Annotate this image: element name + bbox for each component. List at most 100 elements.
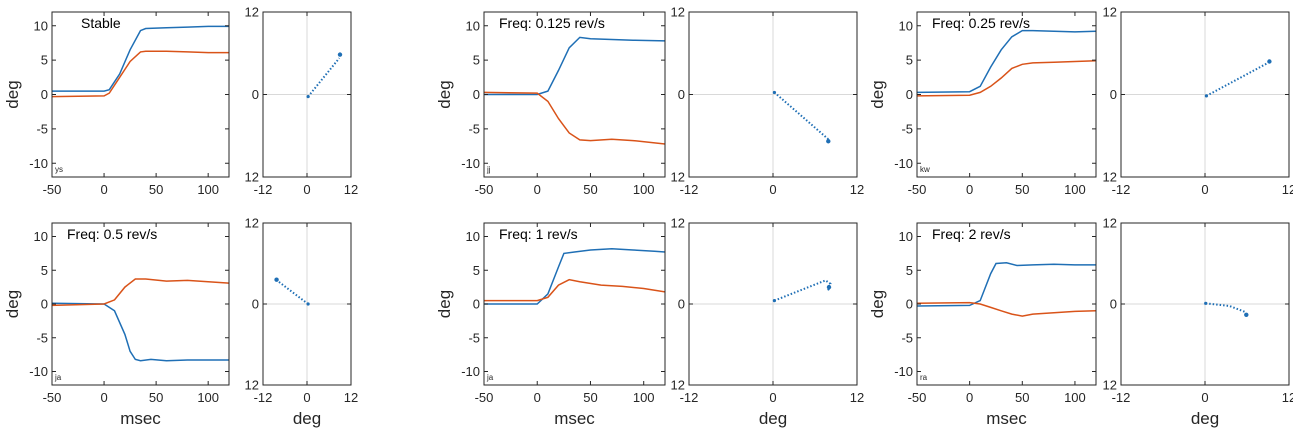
x-axis-label: msec [986, 409, 1027, 428]
trajectory-end-point [274, 277, 279, 282]
panel-title: Freq: 0.5 rev/s [67, 226, 157, 242]
y-tick-label: -5 [36, 121, 48, 136]
trajectory-end-point [1244, 312, 1249, 317]
y-tick-label: 0 [906, 297, 913, 312]
trajectory-start-point [1204, 301, 1208, 305]
y-tick-label: 0 [41, 297, 48, 312]
y-tick-label: -10 [894, 364, 913, 379]
y-tick-label: 5 [906, 263, 913, 278]
x-tick-label: 12 [1282, 182, 1293, 197]
series-line-1 [917, 60, 1096, 97]
y-tick-label: 12 [671, 378, 685, 393]
trajectory-panel: -12 0 12 12 0 12 [1103, 5, 1293, 198]
y-tick-label: 12 [245, 5, 259, 20]
x-tick-label: 0 [1201, 390, 1208, 405]
x-tick-label: 50 [1015, 390, 1029, 405]
y-tick-label: 5 [473, 263, 480, 278]
x-tick-label: 12 [850, 182, 864, 197]
y-tick-label: 0 [678, 297, 685, 312]
series-line-1 [917, 301, 1096, 317]
x-tick-label: -12 [254, 390, 273, 405]
series-line-1 [484, 278, 665, 302]
y-tick-label: 0 [41, 87, 48, 102]
y-tick-label: 0 [473, 297, 480, 312]
x-tick-label: 100 [1064, 182, 1086, 197]
trajectory-path [1205, 62, 1269, 97]
y-tick-label: -10 [461, 364, 480, 379]
x-axis-label: msec [120, 409, 161, 428]
x-tick-label: 0 [303, 390, 310, 405]
y-tick-label: 10 [899, 229, 913, 244]
y-tick-label: 0 [678, 87, 685, 102]
x-tick-label: 12 [344, 182, 358, 197]
x-tick-label: 0 [100, 390, 107, 405]
y-tick-label: 10 [466, 18, 480, 33]
trajectory-path [276, 279, 309, 305]
x-tick-label: -12 [680, 390, 699, 405]
trajectory-panel: -12 0 12 12 0 12 deg [671, 216, 865, 429]
trajectory-path [1205, 302, 1246, 314]
x-tick-label: -50 [475, 390, 494, 405]
series-line-0 [52, 302, 229, 362]
x-tick-label: 100 [1064, 390, 1086, 405]
subject-code: ja [54, 373, 62, 382]
y-tick-label: -5 [901, 121, 913, 136]
trajectory-path [773, 91, 829, 140]
x-tick-label: -12 [1112, 182, 1131, 197]
x-tick-label: 0 [769, 182, 776, 197]
x-tick-label: 100 [197, 390, 219, 405]
x-tick-label: -50 [43, 182, 62, 197]
panel-title: Freq: 1 rev/s [499, 226, 578, 242]
y-tick-label: 12 [1103, 378, 1117, 393]
y-tick-label: 12 [245, 170, 259, 185]
y-tick-label: -10 [29, 364, 48, 379]
trajectory-panel: -12 0 12 12 0 12 [245, 5, 359, 198]
x-tick-label: 0 [769, 390, 776, 405]
y-axis-label: deg [868, 290, 887, 318]
y-tick-label: 10 [34, 18, 48, 33]
axes-box [916, 11, 1097, 178]
y-tick-label: 10 [899, 18, 913, 33]
series-line-0 [917, 262, 1096, 307]
y-tick-label: -5 [468, 121, 480, 136]
trajectory-end-point [1267, 59, 1272, 64]
y-tick-label: 12 [245, 216, 259, 231]
series-line-1 [52, 278, 229, 307]
y-tick-label: 12 [1103, 170, 1117, 185]
x-tick-label: 100 [197, 182, 219, 197]
series-line-0 [484, 247, 665, 305]
x-tick-label: 50 [583, 182, 597, 197]
x-tick-label: 0 [534, 390, 541, 405]
y-tick-label: 12 [671, 5, 685, 20]
y-tick-label: 5 [473, 53, 480, 68]
x-tick-label: 100 [633, 390, 655, 405]
x-tick-label: 0 [100, 182, 107, 197]
x-tick-label: 12 [1282, 390, 1293, 405]
x-tick-label: 50 [1015, 182, 1029, 197]
trajectory-end-point [826, 139, 831, 144]
series-line-1 [484, 91, 665, 145]
y-tick-label: 12 [245, 378, 259, 393]
axes-box [916, 222, 1097, 386]
x-tick-label: -50 [908, 390, 927, 405]
x-tick-label: 0 [534, 182, 541, 197]
x-tick-label: -12 [1112, 390, 1131, 405]
x-axis-label: deg [293, 409, 321, 428]
trajectory-start-point [772, 90, 777, 95]
x-tick-label: 0 [303, 182, 310, 197]
panel-title: Freq: 2 rev/s [932, 226, 1011, 242]
y-tick-label: 0 [1110, 297, 1117, 312]
trajectory-path [774, 279, 832, 302]
trajectory-start-point [306, 302, 310, 306]
x-axis-label: msec [554, 409, 595, 428]
y-tick-label: 0 [252, 297, 259, 312]
panel-title: Freq: 0.25 rev/s [932, 15, 1030, 31]
y-axis-label: deg [3, 290, 22, 318]
trajectory-start-point [1204, 94, 1208, 98]
y-tick-label: 12 [1103, 216, 1117, 231]
x-tick-label: 12 [850, 390, 864, 405]
series-line-1 [52, 50, 229, 98]
panel-title: Freq: 0.125 rev/s [499, 15, 605, 31]
